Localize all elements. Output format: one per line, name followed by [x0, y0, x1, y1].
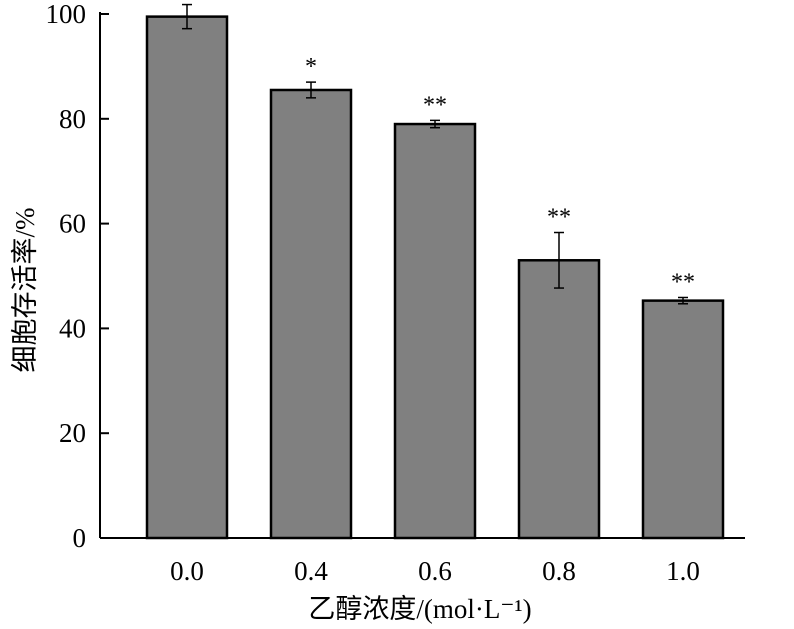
error-bar [430, 119, 440, 129]
bar [145, 15, 229, 540]
error-bar [678, 296, 688, 305]
y-tick-label: 0 [73, 523, 87, 553]
bar [517, 259, 601, 540]
error-bar [306, 81, 316, 99]
bar [641, 299, 725, 540]
significance-marker: ** [547, 205, 571, 231]
error-bar [554, 231, 564, 289]
x-tick-label: 0.6 [418, 556, 452, 586]
y-tick-label: 100 [46, 0, 87, 29]
y-tick-label: 60 [59, 209, 86, 239]
significance-layer: ******* [305, 54, 695, 295]
y-tick-label: 20 [59, 418, 86, 448]
x-tick-label: 0.4 [294, 556, 328, 586]
significance-marker: * [305, 54, 317, 80]
error-bars-layer [182, 3, 688, 305]
x-tick-label: 1.0 [666, 556, 700, 586]
significance-marker: ** [671, 269, 695, 295]
x-ticks-layer: 0.0 0.4 0.6 0.8 1.0 [170, 556, 700, 586]
significance-marker: ** [423, 92, 447, 118]
x-tick-label: 0.8 [542, 556, 576, 586]
y-tick-label: 40 [59, 313, 86, 343]
bar [393, 122, 477, 540]
x-tick-label: 0.0 [170, 556, 204, 586]
bar [269, 88, 353, 540]
error-bar [182, 3, 192, 30]
y-ticks-layer: 0 20 40 60 80 100 [46, 0, 109, 553]
y-axis-title: 细胞存活率/% [10, 208, 40, 373]
y-tick-label: 80 [59, 104, 86, 134]
x-axis-title: 乙醇浓度/(mol·L⁻¹) [308, 594, 531, 624]
